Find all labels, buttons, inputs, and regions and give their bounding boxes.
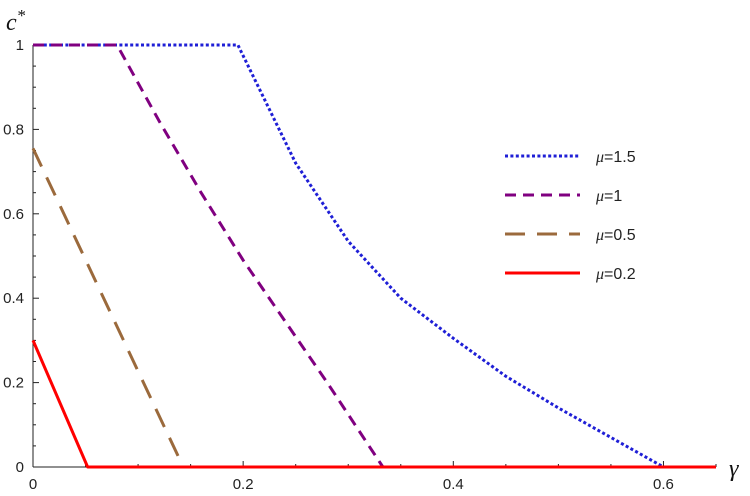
legend-label-0: μ=1.5 [595,149,636,166]
y-tick-label: 1 [16,37,24,54]
series-line-3 [31,339,716,469]
x-axis-title: γ [729,456,739,482]
legend-value: =1 [604,188,622,205]
legend-value: =1.5 [604,149,636,166]
y-axis-title-main: c [6,10,17,36]
y-tick-label: 0 [16,459,24,476]
legend-mu-symbol: μ [595,266,604,283]
x-tick-label: 0.6 [653,476,674,493]
legend-mu-symbol: μ [595,149,604,166]
legend-label-2: μ=0.5 [595,227,636,244]
y-axis-title-sup: * [17,6,26,25]
axes: 0 0.2 0.4 0.6 0 0.2 0.4 0.6 0.8 1 [3,37,717,493]
y-tick-label: 0.6 [3,206,24,223]
legend-value: =0.5 [604,227,636,244]
series-layer [31,43,716,469]
legend-mu-symbol: μ [595,227,604,244]
x-tick-label: 0.4 [443,476,464,493]
legend-label-1: μ=1 [595,188,622,205]
y-tick-label: 0.8 [3,121,24,138]
legend: μ=1.5μ=1μ=0.5μ=0.2 [505,149,636,283]
series-line-1 [33,43,716,469]
legend-mu-symbol: μ [595,188,604,205]
x-tick-label: 0.2 [233,476,254,493]
y-tick-label: 0.2 [3,375,24,392]
y-axis-title: c* [6,6,26,36]
legend-value: =0.2 [604,266,636,283]
legend-label-3: μ=0.2 [595,266,636,283]
series-line-0 [33,43,716,469]
y-tick-label: 0.4 [3,290,24,307]
x-tick-label: 0 [29,476,37,493]
